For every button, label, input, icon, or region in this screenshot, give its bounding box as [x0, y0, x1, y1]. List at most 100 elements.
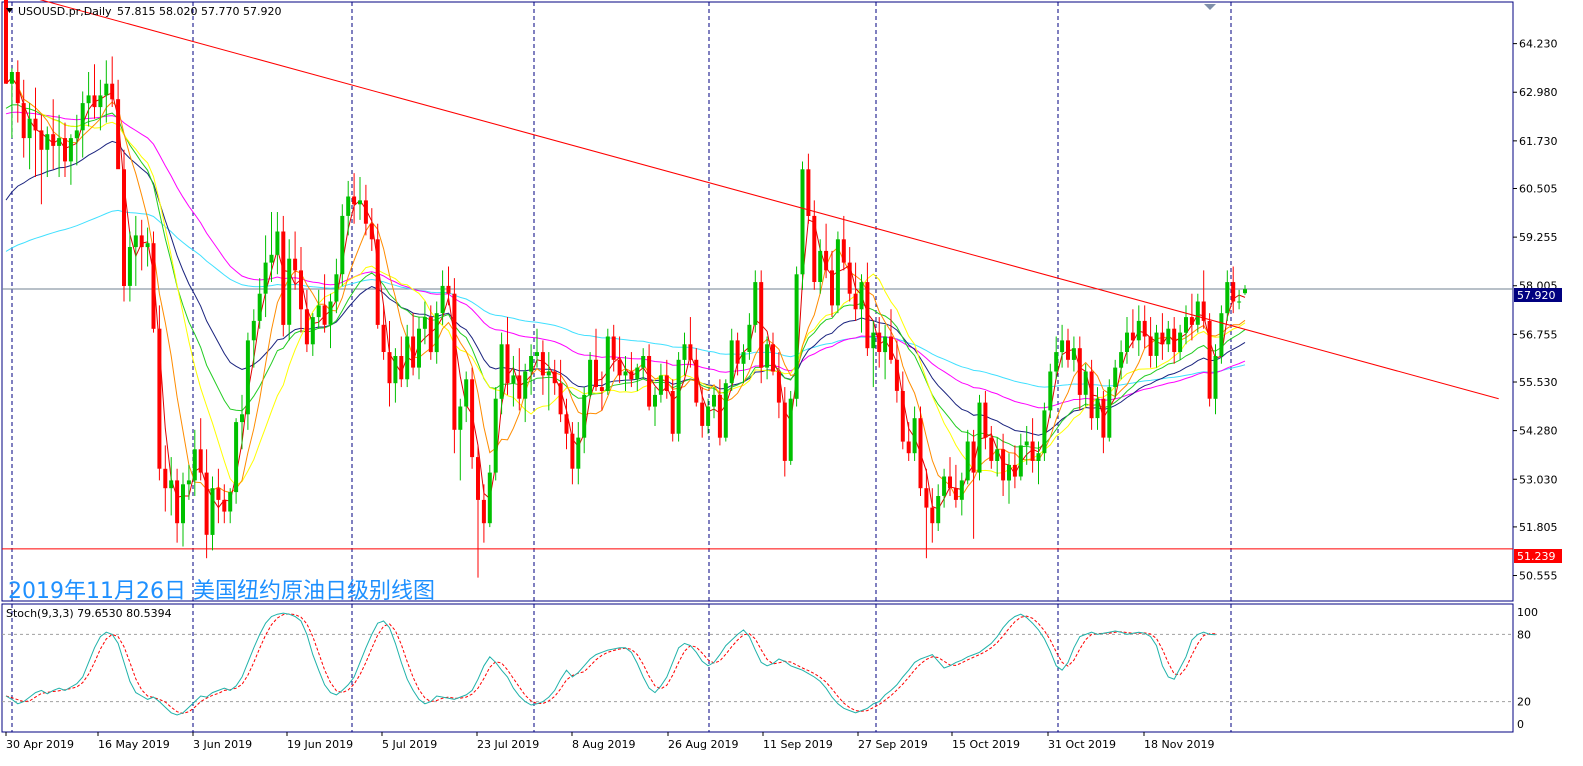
- candle: [1125, 317, 1129, 364]
- candle: [157, 305, 162, 481]
- candle-body: [352, 196, 357, 205]
- candle: [877, 317, 882, 368]
- candle: [641, 348, 646, 380]
- candle-body: [417, 328, 421, 368]
- candle: [86, 72, 91, 127]
- candle-body: [582, 394, 587, 438]
- candle-body: [1231, 282, 1236, 302]
- candle-body: [558, 383, 563, 415]
- candle: [74, 114, 79, 166]
- candle-body: [1160, 332, 1165, 345]
- candle: [1036, 441, 1041, 485]
- candle: [1007, 453, 1011, 504]
- candle-body: [912, 418, 917, 454]
- candle: [906, 422, 911, 461]
- candle-body: [210, 488, 215, 535]
- candle-body: [971, 441, 976, 473]
- candle: [912, 406, 917, 461]
- stoch-pane[interactable]: [1, 603, 1514, 733]
- candle: [346, 180, 351, 236]
- candle-body: [1036, 453, 1041, 461]
- candle: [658, 363, 663, 403]
- candle-body: [163, 468, 168, 489]
- scroll-marker-icon[interactable]: [1204, 4, 1216, 10]
- candle: [570, 422, 575, 485]
- candle-body: [841, 239, 846, 263]
- candle: [676, 352, 681, 442]
- candle-body: [1030, 441, 1035, 461]
- candle-body: [45, 134, 50, 150]
- candle: [953, 464, 958, 508]
- candle-body: [169, 480, 174, 489]
- candle: [1113, 359, 1118, 399]
- candle-body: [865, 282, 870, 349]
- candles: [4, 0, 1247, 578]
- candle-body: [847, 262, 852, 294]
- triangle-down-icon[interactable]: [6, 8, 13, 13]
- candle: [1101, 390, 1106, 454]
- candle: [375, 223, 380, 329]
- candle: [1083, 363, 1088, 407]
- candle-body: [369, 223, 374, 240]
- candle-body: [517, 375, 522, 399]
- candle-body: [948, 476, 952, 489]
- candle: [729, 328, 734, 391]
- candle: [611, 324, 616, 372]
- candle: [487, 464, 492, 528]
- candle-body: [1119, 352, 1124, 368]
- price-pane[interactable]: [1, 1, 1514, 602]
- candle-body: [658, 375, 663, 395]
- candle-body: [788, 398, 793, 461]
- candle-body: [133, 235, 138, 248]
- price-tick-label: 56.755: [1519, 328, 1558, 341]
- candle-body: [299, 270, 303, 310]
- candle-body: [393, 356, 398, 384]
- time-tick-label: 27 Sep 2019: [858, 738, 928, 751]
- candle: [670, 379, 675, 442]
- ohlc-values: 57.815 58.020 57.770 57.920: [117, 5, 281, 18]
- candle-body: [452, 293, 457, 430]
- candle-body: [322, 305, 327, 325]
- candle: [824, 223, 829, 279]
- time-tick-label: 16 May 2019: [98, 738, 170, 751]
- current-price-label: 57.920: [1517, 289, 1556, 302]
- candle-body: [782, 402, 787, 461]
- candle: [1030, 418, 1035, 473]
- candle-body: [487, 472, 492, 524]
- candle: [417, 317, 421, 380]
- time-tick-label: 11 Sep 2019: [763, 738, 833, 751]
- candle: [15, 60, 20, 123]
- stoch-tick-label: 20: [1517, 696, 1531, 709]
- candle-body: [753, 282, 758, 325]
- candle-body: [387, 352, 392, 384]
- candle: [1184, 305, 1188, 345]
- candle-body: [476, 457, 480, 500]
- candle: [133, 215, 138, 286]
- candle-body: [499, 344, 504, 399]
- candle: [363, 184, 368, 236]
- candle-body: [240, 414, 244, 423]
- candle: [1172, 317, 1177, 364]
- candle-body: [647, 356, 652, 407]
- candle: [169, 457, 174, 516]
- candle-body: [959, 480, 964, 500]
- candle-body: [1142, 320, 1147, 337]
- descending-trendline: [39, 0, 1499, 400]
- candle: [275, 212, 280, 275]
- candle: [965, 429, 970, 485]
- candle: [717, 379, 722, 446]
- candle-body: [824, 250, 829, 271]
- candle: [830, 250, 834, 318]
- candle: [1018, 433, 1023, 481]
- candle-body: [535, 352, 539, 356]
- candle-body: [1125, 332, 1129, 352]
- candle-body: [216, 488, 221, 500]
- candle: [192, 429, 197, 496]
- candle: [281, 215, 286, 337]
- candle: [747, 313, 752, 360]
- candle-body: [953, 488, 958, 500]
- candle: [735, 332, 740, 376]
- candle: [352, 173, 357, 224]
